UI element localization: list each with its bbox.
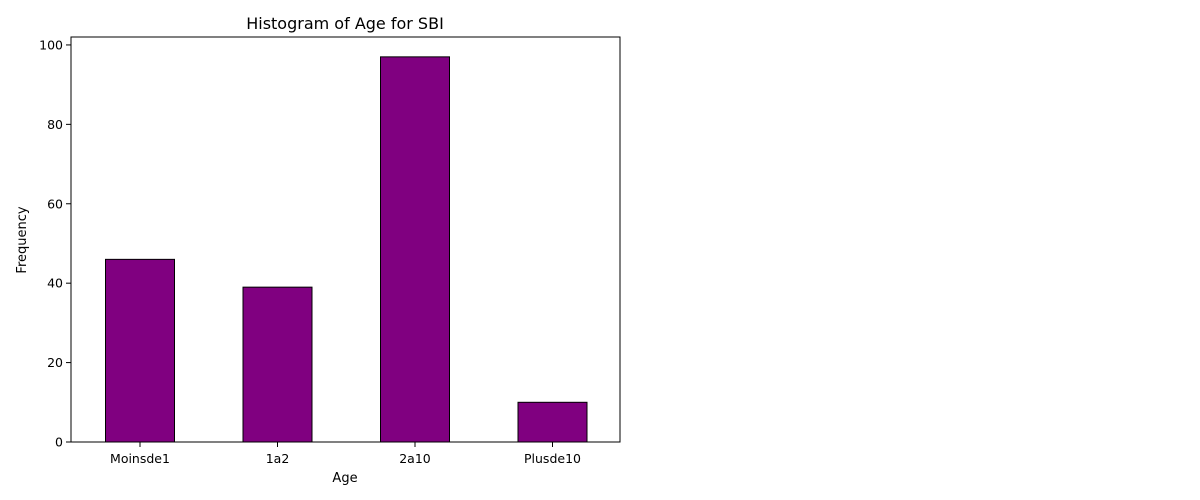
bar-plusde10: [517, 401, 588, 443]
x-tick-label: Moinsde1: [110, 451, 170, 466]
y-tick-label: 80: [47, 117, 63, 132]
chart-title: Histogram of Age for SBI: [246, 14, 444, 33]
y-tick-label: 100: [39, 37, 63, 52]
y-tick-label: 60: [47, 196, 63, 211]
y-axis-label: Frequency: [15, 206, 30, 273]
plot-area-frame: [70, 36, 621, 443]
bars-layer: [105, 56, 588, 443]
bar-moinsde1: [105, 258, 175, 443]
y-tick-label: 40: [47, 276, 63, 291]
bar-1a2: [242, 286, 313, 443]
x-tick-label: 2a10: [399, 451, 431, 466]
y-tick-label: 0: [55, 435, 63, 450]
y-axis: 0 20 40 60 80 100: [39, 37, 71, 450]
x-tick-label: 1a2: [266, 451, 290, 466]
y-tick-label: 20: [47, 355, 63, 370]
x-tick-label: Plusde10: [524, 451, 581, 466]
bar-2a10: [380, 56, 450, 443]
x-axis: Moinsde1 1a2 2a10 Plusde10: [110, 442, 581, 466]
x-axis-label: Age: [332, 471, 357, 486]
